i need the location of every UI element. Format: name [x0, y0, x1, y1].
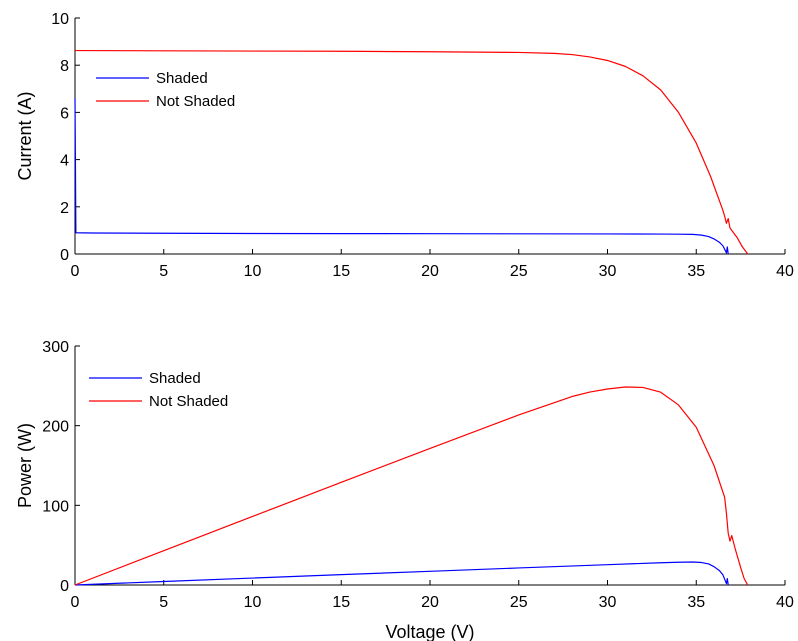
x-tick-label: 15	[332, 594, 350, 611]
x-tick-label: 10	[244, 594, 262, 611]
x-tick-label: 0	[71, 594, 80, 611]
legend-label: Not Shaded	[156, 93, 235, 110]
x-tick-label: 0	[71, 263, 80, 280]
x-tick-label: 40	[776, 263, 794, 280]
y-tick-label: 100	[42, 498, 69, 515]
x-tick-label: 5	[159, 263, 168, 280]
y-tick-label: 10	[51, 11, 69, 28]
y-axis-label: Power (W)	[15, 423, 35, 508]
x-tick-label: 30	[599, 594, 617, 611]
series-line-shaded	[74, 98, 729, 255]
y-tick-label: 0	[60, 578, 69, 595]
x-tick-label: 40	[776, 594, 794, 611]
x-tick-label: 10	[244, 263, 262, 280]
y-tick-label: 200	[42, 419, 69, 436]
y-axis-label: Current (A)	[15, 91, 35, 180]
y-tick-label: 8	[60, 58, 69, 75]
x-tick-label: 35	[687, 263, 705, 280]
series-line-shaded	[74, 561, 729, 586]
y-tick-label: 300	[42, 339, 69, 356]
y-tick-label: 0	[60, 247, 69, 264]
y-tick-label: 4	[60, 153, 69, 170]
x-tick-label: 20	[421, 594, 439, 611]
series-line-not-shaded	[74, 49, 749, 255]
current-voltage-chart: 0 5 10 15 20 25 30 35 40 0 2 4 6 8 10 Current (A) Shaded…	[15, 11, 794, 280]
series-line-not-shaded	[74, 386, 749, 586]
x-axis-label: Voltage (V)	[385, 622, 474, 641]
x-tick-label: 30	[599, 263, 617, 280]
legend-label: Not Shaded	[149, 393, 228, 410]
power-voltage-chart: 0 5 10 15 20 25 30 35 40 0 100 200 300 Power (W) Volta…	[15, 339, 794, 641]
x-tick-label: 35	[687, 594, 705, 611]
x-tick-label: 5	[159, 594, 168, 611]
x-tick-label: 15	[332, 263, 350, 280]
x-tick-label: 20	[421, 263, 439, 280]
x-tick-label: 25	[510, 263, 528, 280]
y-tick-label: 2	[60, 200, 69, 217]
x-tick-label: 25	[510, 594, 528, 611]
y-tick-label: 6	[60, 105, 69, 122]
legend-label: Shaded	[156, 70, 208, 87]
legend-label: Shaded	[149, 370, 201, 387]
